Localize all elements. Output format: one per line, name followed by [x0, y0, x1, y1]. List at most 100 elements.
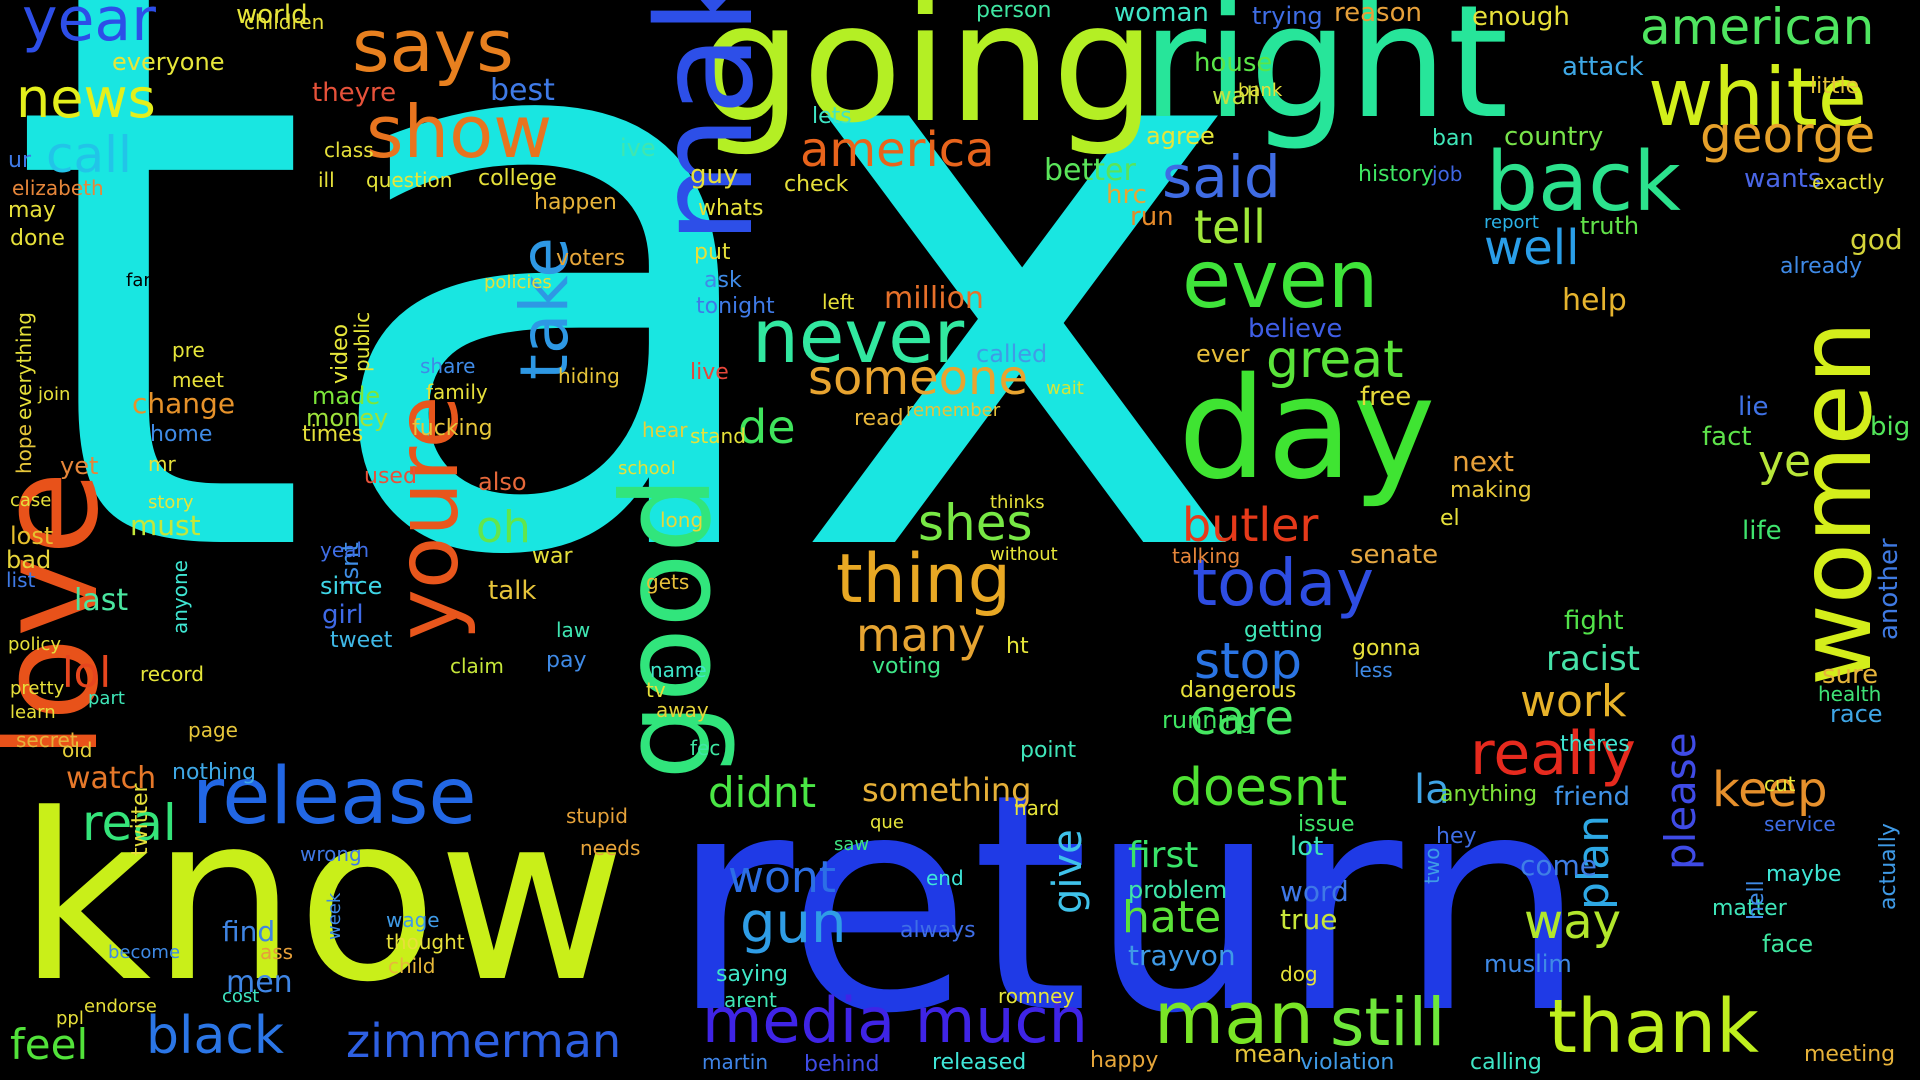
cloud-word: join: [38, 384, 71, 405]
cloud-word: free: [1360, 382, 1412, 412]
cloud-word: last: [74, 583, 129, 618]
cloud-word: read: [854, 406, 904, 431]
cloud-word: hell: [1744, 880, 1769, 920]
cloud-word: policy: [8, 634, 61, 655]
cloud-word: zimmerman: [346, 1014, 622, 1068]
cloud-word: america: [800, 122, 995, 178]
cloud-word: wall: [1212, 82, 1260, 110]
cloud-word: name: [650, 658, 707, 682]
cloud-word: ur: [8, 148, 31, 173]
cloud-word: face: [1762, 930, 1814, 958]
cloud-word: everyone: [112, 48, 225, 76]
cloud-word: policies: [484, 272, 552, 293]
cloud-word: el: [1440, 506, 1460, 531]
cloud-word: person: [976, 0, 1052, 23]
cloud-word: twitter: [128, 783, 153, 856]
cloud-word: hard: [1014, 796, 1060, 820]
cloud-word: yeah: [320, 538, 370, 562]
cloud-word: law: [556, 618, 591, 642]
cloud-word: mr: [148, 452, 176, 476]
cloud-word: gonna: [1352, 636, 1421, 661]
cloud-word: work: [1520, 676, 1627, 727]
cloud-word: world: [236, 0, 308, 30]
cloud-word: guy: [690, 160, 739, 190]
cloud-word: great: [1266, 330, 1404, 390]
cloud-word: public: [350, 311, 374, 372]
cloud-word: call: [46, 126, 132, 184]
cloud-word: day: [1178, 348, 1436, 511]
cloud-word: pay: [546, 648, 587, 673]
cloud-word: two: [1420, 847, 1444, 884]
cloud-word: video: [328, 323, 353, 384]
cloud-word: real: [82, 794, 177, 852]
cloud-word: next: [1452, 445, 1515, 478]
cloud-word: tweet: [330, 628, 393, 653]
cloud-word: tv: [646, 678, 666, 702]
cloud-word: list: [6, 568, 36, 592]
cloud-word: check: [784, 172, 849, 197]
cloud-word: stupid: [566, 804, 628, 828]
cloud-word: away: [656, 698, 709, 722]
cloud-word: race: [1830, 700, 1883, 728]
cloud-word: live: [690, 360, 729, 385]
cloud-word: hrc: [1106, 180, 1147, 210]
cloud-word: big: [1870, 412, 1911, 442]
cloud-word: sure: [1822, 660, 1879, 690]
cloud-word: happen: [534, 190, 617, 215]
cloud-word: de: [738, 400, 796, 454]
cloud-word: shes: [918, 494, 1033, 552]
cloud-word: times: [302, 422, 364, 447]
cloud-word: exactly: [1812, 170, 1885, 194]
cloud-word: watch: [66, 761, 157, 796]
cloud-word: fight: [1564, 606, 1624, 636]
cloud-word: news: [16, 67, 156, 130]
cloud-word: end: [926, 866, 964, 890]
cloud-word: family_alt: [126, 270, 214, 291]
cloud-word: lost: [10, 522, 54, 550]
cloud-word: truth: [1580, 212, 1640, 240]
cloud-word: anyone: [168, 560, 192, 634]
cloud-word: wants: [1744, 164, 1822, 194]
cloud-word: lot: [1290, 832, 1324, 862]
cloud-word: life: [1742, 516, 1782, 546]
cloud-word: child: [388, 954, 436, 978]
cloud-word: doesnt: [1170, 758, 1348, 818]
cloud-word: change: [132, 387, 236, 420]
cloud-word: way: [1524, 894, 1622, 950]
cloud-word: lol: [62, 648, 112, 697]
cloud-word: hate: [1122, 892, 1222, 943]
cloud-word: class: [324, 138, 374, 162]
cloud-word: saw: [834, 834, 870, 855]
cloud-word: better: [1044, 153, 1136, 188]
cloud-word: show: [366, 90, 553, 174]
cloud-word: oh: [476, 502, 531, 553]
cloud-word: even: [1182, 233, 1379, 326]
cloud-word: actually: [1876, 823, 1901, 910]
cloud-word: already: [1780, 254, 1863, 279]
cloud-word: right: [1142, 0, 1509, 153]
cloud-word: thing: [836, 540, 1011, 619]
cloud-word: maybe: [1766, 862, 1842, 887]
cloud-word: back: [1486, 135, 1681, 230]
cloud-word: thank: [1548, 984, 1760, 1070]
cloud-word: didnt: [708, 768, 817, 817]
cloud-word: know: [18, 766, 626, 1033]
cloud-word: reason: [1334, 0, 1422, 28]
cloud-word: best: [490, 73, 555, 108]
cloud-word: ive: [620, 134, 656, 162]
cloud-word: many: [856, 608, 986, 662]
cloud-word: claim: [450, 654, 504, 678]
cloud-word: release: [192, 752, 477, 842]
cloud-word: american: [1640, 0, 1875, 56]
cloud-word: behind: [804, 1052, 880, 1077]
cloud-word: college: [478, 166, 557, 191]
cloud-word: share: [420, 354, 476, 378]
cloud-word: violation: [1300, 1050, 1395, 1075]
cloud-word: true: [1280, 903, 1338, 936]
cloud-word: calling: [1470, 1050, 1542, 1075]
cloud-word: country: [1504, 122, 1604, 152]
cloud-word: return: [670, 730, 1588, 1079]
cloud-word: tell: [1194, 200, 1266, 254]
cloud-word: care: [1190, 690, 1295, 746]
cloud-word: service: [1764, 812, 1836, 836]
